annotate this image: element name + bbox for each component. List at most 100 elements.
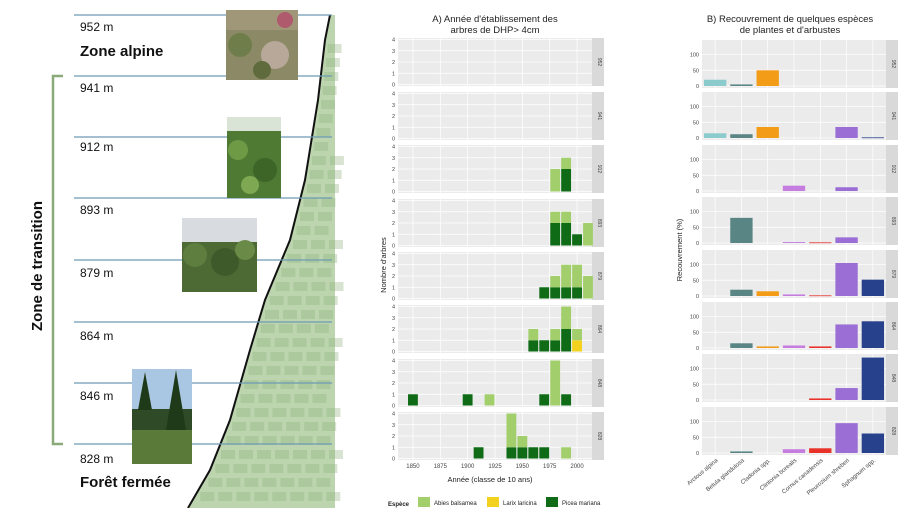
panel-strip-label: 864 (596, 325, 602, 334)
y-tick-label: 1 (392, 338, 395, 344)
texture-block (316, 478, 331, 487)
texture-block (284, 366, 299, 375)
bar-segment (583, 276, 593, 299)
panel-strip-label: 952 (596, 58, 602, 67)
panel-strip-label: 848 (890, 374, 896, 383)
texture-block (316, 380, 331, 389)
panel-strip-label: 848 (596, 379, 602, 388)
panel-strip (592, 412, 604, 460)
texture-block (250, 422, 265, 431)
texture-block (314, 226, 329, 235)
texture-block (272, 408, 287, 417)
texture-block (318, 114, 333, 123)
y-tick-label: 3 (392, 263, 395, 269)
texture-block (312, 394, 327, 403)
y-tick-label: 100 (690, 315, 699, 321)
photo-krummholz (182, 218, 257, 292)
y-tick-label: 3 (392, 49, 395, 55)
elevation-label: 864 m (80, 329, 113, 343)
texture-block (208, 478, 223, 487)
y-tick-label: 2 (392, 434, 395, 440)
texture-block (294, 394, 309, 403)
texture-block (233, 464, 248, 473)
texture-block (244, 478, 259, 487)
bar-segment (473, 447, 484, 459)
bar-segment (561, 394, 572, 406)
texture-block (325, 184, 339, 193)
texture-block (300, 212, 314, 221)
y-tick-label: 1 (392, 392, 395, 398)
texture-block (317, 268, 332, 277)
texture-block (314, 324, 329, 333)
panel-strip-label: 879 (596, 272, 602, 281)
bar-segment (550, 360, 561, 406)
bar-segment (539, 447, 550, 459)
bar (809, 398, 832, 400)
y-tick-label: 2 (392, 167, 395, 173)
texture-block (322, 86, 337, 95)
texture-block (215, 464, 230, 473)
y-tick-label: 3 (392, 103, 395, 109)
texture-block (244, 436, 259, 445)
y-tick-label: 4 (392, 359, 395, 365)
y-tick-label: 1 (392, 285, 395, 291)
elevation-label: 912 m (80, 140, 113, 154)
y-tick-label: 1 (392, 232, 395, 238)
texture-block (329, 240, 343, 249)
panel-strip (886, 354, 898, 402)
panel-strip-label: 912 (596, 165, 602, 174)
chart-a: A) Année d'établissement des arbres de D… (379, 14, 604, 508)
panel-strip (886, 250, 898, 298)
texture-block (307, 184, 321, 193)
texture-block (252, 352, 267, 361)
legend-label-larix: Larix laricina (503, 501, 537, 507)
bar-segment (528, 340, 539, 352)
bar (835, 324, 858, 348)
texture-block (310, 338, 325, 347)
y-tick-label: 100 (690, 367, 699, 373)
zone-forest-label: Forêt fermée (80, 474, 171, 491)
y-tick-label: 1 (392, 445, 395, 451)
texture-block (296, 324, 311, 333)
texture-block (254, 492, 269, 501)
y-tick-label: 50 (693, 173, 699, 179)
y-tick-label: 2 (392, 327, 395, 333)
elevation-label: 828 m (80, 452, 113, 466)
texture-block (258, 394, 273, 403)
bar-segment (572, 329, 582, 341)
bar (861, 357, 885, 400)
bar-segment (572, 287, 582, 299)
y-tick-label: 50 (693, 120, 699, 126)
bar-segment (550, 329, 561, 341)
bar-segment (561, 223, 572, 246)
zone-alpine-label: Zone alpine (80, 43, 163, 60)
legend: Espèce Abies balsamea Larix laricina Pic… (388, 497, 601, 508)
y-tick-label: 50 (693, 278, 699, 284)
bar (730, 134, 753, 138)
forest-slope (188, 15, 335, 508)
bar (835, 187, 858, 191)
bar (861, 433, 885, 453)
chart-a-ylabel: Nombre d'arbres (379, 237, 388, 293)
texture-block (296, 226, 311, 235)
bar-segment (528, 447, 539, 459)
bar-segment (561, 306, 572, 329)
texture-block (305, 464, 320, 473)
bar-segment (572, 234, 582, 246)
texture-block (325, 58, 340, 67)
texture-block (324, 352, 339, 361)
texture-block (287, 296, 302, 305)
texture-block (257, 450, 271, 459)
texture-block (305, 254, 320, 263)
bar (782, 185, 806, 191)
y-tick-label: 3 (392, 156, 395, 162)
y-tick-label: 0 (696, 451, 699, 457)
y-tick-label: 100 (690, 53, 699, 59)
bar (809, 346, 832, 348)
texture-block (269, 464, 284, 473)
panel-strip (886, 197, 898, 245)
bar (782, 345, 806, 348)
y-tick-label: 0 (696, 398, 699, 404)
bar (861, 137, 885, 139)
